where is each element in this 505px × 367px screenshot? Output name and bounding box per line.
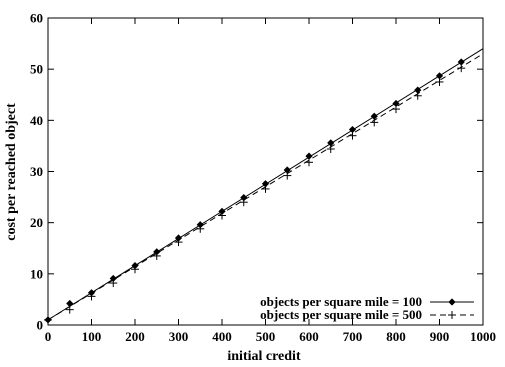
- data-point-plus: [413, 91, 422, 100]
- data-point-diamond: [66, 299, 74, 308]
- data-point-plus: [218, 211, 226, 220]
- series-2: [44, 53, 484, 324]
- x-tick-label: 1000: [470, 329, 496, 344]
- data-point-diamond: [218, 207, 226, 216]
- data-point-plus: [87, 292, 96, 301]
- data-point-diamond: [348, 125, 357, 134]
- data-point-plus: [305, 158, 313, 167]
- data-point-plus: [131, 265, 139, 274]
- data-point-diamond: [283, 166, 291, 174]
- data-point-plus: [261, 184, 270, 193]
- data-point-diamond: [196, 221, 204, 229]
- data-point-diamond: [414, 86, 422, 94]
- data-point-diamond: [261, 180, 270, 188]
- data-point-plus: [174, 238, 183, 247]
- data-point-diamond: [370, 112, 378, 120]
- x-tick-label: 800: [386, 329, 406, 344]
- y-tick-label: 0: [37, 318, 44, 333]
- data-point-plus: [283, 171, 292, 180]
- y-tick-label: 40: [30, 113, 43, 128]
- y-tick-label: 20: [30, 215, 43, 230]
- data-point-diamond: [457, 58, 465, 66]
- y-tick-label: 60: [30, 11, 43, 26]
- x-tick-label: 900: [430, 329, 450, 344]
- y-tick-label: 10: [30, 266, 43, 281]
- x-tick-label: 700: [343, 329, 363, 344]
- data-point-plus: [448, 311, 456, 319]
- x-tick-label: 400: [212, 329, 232, 344]
- data-point-plus: [370, 118, 379, 127]
- data-point-diamond: [174, 234, 183, 242]
- data-point-plus: [196, 224, 205, 233]
- data-point-diamond: [109, 274, 117, 283]
- data-point-plus: [109, 279, 118, 288]
- y-tick-label: 30: [30, 164, 43, 179]
- x-axis-label: initial credit: [227, 349, 301, 364]
- data-point-diamond: [392, 99, 400, 108]
- y-axis-label: cost per reached object: [4, 103, 19, 241]
- data-point-plus: [457, 64, 466, 73]
- data-point-diamond: [305, 152, 313, 160]
- x-tick-label: 0: [45, 329, 52, 344]
- data-point-plus: [348, 131, 357, 140]
- x-tick-label: 100: [82, 329, 102, 344]
- data-point-plus: [152, 251, 161, 260]
- series-layer: [44, 48, 484, 324]
- data-point-diamond: [435, 72, 444, 80]
- data-point-plus: [435, 77, 444, 86]
- y-tick-label: 50: [30, 62, 43, 77]
- x-tick-label: 500: [256, 329, 276, 344]
- data-point-diamond: [448, 298, 456, 306]
- data-point-plus: [44, 315, 52, 324]
- x-axis-ticks: 0 100 200 300 400 500 600 700 800 900 1000: [45, 18, 496, 344]
- data-point-plus: [392, 105, 400, 114]
- legend-label-1: objects per square mile = 100: [260, 294, 422, 309]
- x-tick-label: 200: [125, 329, 145, 344]
- data-point-plus: [239, 198, 248, 207]
- legend-label-2: objects per square mile = 500: [260, 307, 422, 322]
- y-axis-ticks: 0 10 20 30 40 50 60: [30, 11, 483, 333]
- data-point-diamond: [327, 139, 335, 147]
- data-point-diamond: [153, 248, 161, 256]
- x-tick-label: 600: [299, 329, 319, 344]
- x-tick-label: 300: [169, 329, 189, 344]
- data-point-plus: [326, 144, 335, 153]
- data-point-plus: [65, 305, 74, 314]
